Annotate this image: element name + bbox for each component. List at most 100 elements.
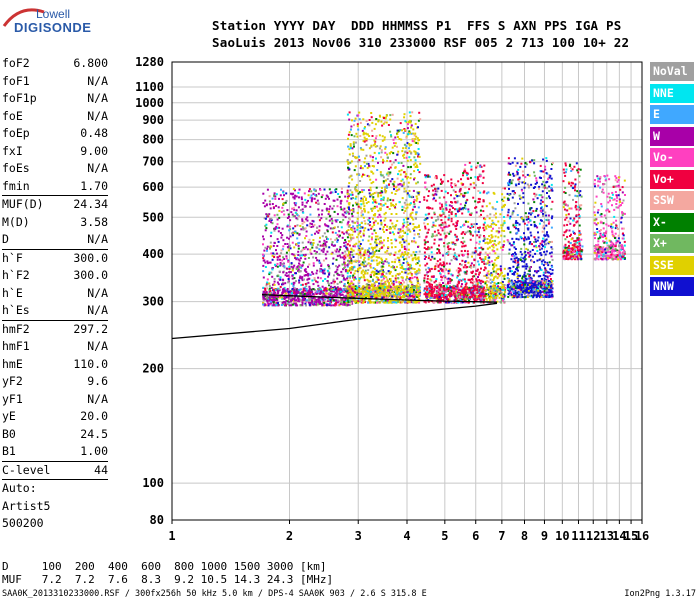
echo-point bbox=[271, 258, 274, 261]
echo-point bbox=[339, 303, 342, 305]
echo-point bbox=[336, 282, 339, 285]
echo-point bbox=[408, 267, 411, 269]
echo-point bbox=[291, 269, 294, 272]
echo-point bbox=[405, 121, 408, 124]
echo-point bbox=[404, 294, 407, 297]
echo-point bbox=[277, 283, 280, 286]
echo-point bbox=[387, 294, 390, 297]
echo-point bbox=[279, 285, 282, 288]
echo-point bbox=[455, 225, 457, 227]
echo-point bbox=[448, 262, 451, 265]
echo-point bbox=[345, 253, 347, 256]
echo-point bbox=[343, 277, 345, 280]
echo-point bbox=[270, 299, 273, 301]
echo-point bbox=[262, 264, 265, 267]
echo-point bbox=[412, 287, 415, 290]
echo-point bbox=[398, 300, 401, 303]
echo-point bbox=[273, 278, 276, 280]
echo-point bbox=[497, 242, 500, 245]
echo-point bbox=[327, 300, 329, 303]
echo-point bbox=[270, 217, 273, 220]
echo-point bbox=[366, 292, 369, 294]
echo-point bbox=[301, 241, 304, 244]
echo-point bbox=[344, 241, 347, 244]
echo-point bbox=[353, 272, 356, 275]
echo-point bbox=[416, 166, 419, 168]
echo-point bbox=[458, 207, 461, 210]
echo-point bbox=[282, 303, 285, 306]
echo-point bbox=[408, 278, 411, 281]
echo-point bbox=[403, 187, 406, 190]
echo-point bbox=[376, 216, 379, 219]
echo-point bbox=[362, 234, 365, 237]
echo-point bbox=[362, 216, 365, 219]
echo-point bbox=[447, 248, 450, 251]
echo-point bbox=[408, 297, 411, 299]
echo-point bbox=[454, 293, 457, 296]
echo-point bbox=[300, 198, 303, 201]
echo-point bbox=[316, 281, 319, 284]
logo-text-digisonde: DIGISONDE bbox=[14, 20, 92, 35]
echo-point bbox=[466, 266, 469, 268]
echo-point bbox=[409, 263, 412, 266]
echo-point bbox=[478, 240, 481, 243]
echo-point bbox=[415, 258, 417, 261]
echo-point bbox=[347, 259, 349, 262]
echo-point bbox=[418, 298, 421, 301]
echo-point bbox=[351, 233, 354, 236]
echo-point bbox=[275, 304, 278, 306]
echo-point bbox=[344, 268, 347, 271]
echo-point bbox=[445, 283, 447, 286]
echo-point bbox=[442, 254, 444, 257]
echo-point bbox=[408, 301, 411, 304]
echo-point bbox=[346, 160, 349, 163]
echo-point bbox=[389, 166, 392, 169]
echo-point bbox=[355, 295, 358, 298]
echo-point bbox=[264, 261, 267, 264]
echo-point bbox=[478, 263, 480, 266]
echo-point bbox=[396, 273, 399, 275]
echo-point bbox=[285, 295, 288, 298]
echo-point bbox=[417, 245, 419, 248]
echo-point bbox=[376, 145, 379, 148]
echo-point bbox=[347, 294, 350, 297]
echo-point bbox=[409, 202, 412, 205]
echo-point bbox=[346, 277, 348, 280]
echo-point bbox=[399, 241, 402, 244]
param-value: 110.0 bbox=[73, 356, 108, 371]
echo-point bbox=[273, 256, 276, 258]
echo-point bbox=[297, 268, 300, 271]
echo-point bbox=[334, 231, 337, 234]
echo-point bbox=[272, 304, 275, 307]
echo-point bbox=[327, 281, 330, 284]
echo-point bbox=[331, 207, 334, 210]
echo-point bbox=[467, 225, 470, 228]
echo-point bbox=[453, 286, 455, 289]
echo-point bbox=[342, 278, 345, 281]
echo-point bbox=[315, 299, 318, 301]
echo-point bbox=[478, 173, 481, 176]
echo-point bbox=[320, 249, 323, 252]
echo-point bbox=[481, 260, 484, 263]
echo-point bbox=[403, 201, 406, 204]
echo-point bbox=[405, 278, 407, 281]
echo-point bbox=[268, 285, 271, 287]
echo-point bbox=[379, 191, 382, 194]
echo-point bbox=[414, 166, 417, 168]
echo-point bbox=[383, 230, 385, 233]
echo-point bbox=[264, 199, 267, 202]
echo-point bbox=[271, 197, 274, 200]
echo-point bbox=[307, 273, 310, 276]
echo-point bbox=[448, 232, 451, 235]
echo-point bbox=[439, 301, 442, 304]
echo-point bbox=[358, 281, 361, 284]
echo-point bbox=[348, 153, 351, 156]
echo-point bbox=[362, 173, 364, 176]
echo-point bbox=[346, 272, 349, 275]
echo-point bbox=[363, 229, 366, 232]
echo-point bbox=[363, 207, 365, 210]
echo-point bbox=[436, 260, 439, 263]
echo-point bbox=[347, 161, 350, 164]
echo-point bbox=[426, 295, 429, 298]
